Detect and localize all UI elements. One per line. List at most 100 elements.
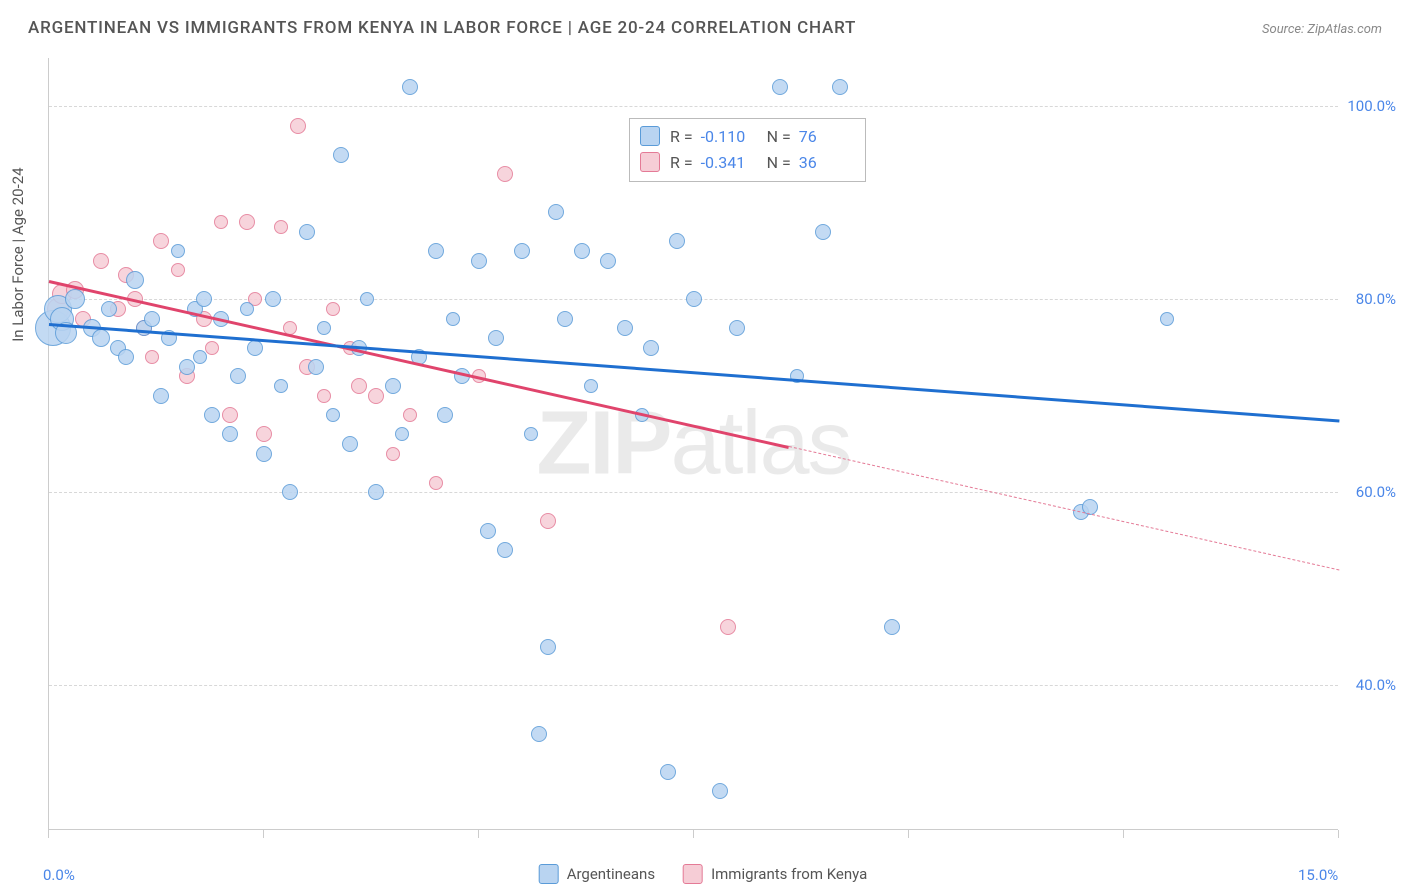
data-point-argentineans (884, 619, 900, 635)
data-point-kenya (290, 118, 306, 134)
x-tick-label: 0.0% (43, 866, 75, 884)
x-tick-mark (263, 830, 264, 838)
data-point-kenya (256, 426, 272, 442)
data-point-argentineans (729, 320, 745, 336)
data-point-argentineans (308, 359, 324, 375)
data-point-kenya (429, 476, 443, 490)
data-point-argentineans (660, 764, 676, 780)
data-point-kenya (239, 214, 255, 230)
data-point-argentineans (686, 291, 702, 307)
r-value-kenya: -0.341 (701, 153, 757, 172)
r-value-argentineans: -0.110 (701, 127, 757, 146)
data-point-kenya (214, 215, 228, 229)
x-tick-mark (1123, 830, 1124, 838)
data-point-kenya (497, 166, 513, 182)
stats-row-argentineans: R = -0.110 N = 76 (640, 123, 855, 149)
data-point-argentineans (144, 311, 160, 327)
data-point-kenya (145, 350, 159, 364)
data-point-argentineans (514, 243, 530, 259)
trend-line-kenya (49, 280, 789, 449)
y-axis-label: In Labor Force | Age 20-24 (9, 167, 27, 341)
data-point-argentineans (317, 321, 331, 335)
data-point-argentineans (385, 378, 401, 394)
data-point-argentineans (540, 639, 556, 655)
x-tick-label: 15.0% (1298, 866, 1338, 884)
data-point-kenya (222, 407, 238, 423)
swatch-argentineans-icon (539, 864, 559, 884)
data-point-kenya (274, 220, 288, 234)
data-point-argentineans (153, 388, 169, 404)
data-point-argentineans (488, 330, 504, 346)
data-point-kenya (171, 263, 185, 277)
data-point-argentineans (832, 79, 848, 95)
data-point-argentineans (772, 79, 788, 95)
swatch-kenya (640, 152, 660, 172)
data-point-kenya (153, 233, 169, 249)
data-point-argentineans (274, 379, 288, 393)
y-tick-label: 80.0% (1356, 290, 1396, 308)
data-point-kenya (403, 408, 417, 422)
x-tick-mark (693, 830, 694, 838)
data-point-argentineans (326, 408, 340, 422)
data-point-argentineans (471, 253, 487, 269)
data-point-argentineans (222, 426, 238, 442)
data-point-argentineans (815, 224, 831, 240)
legend-item-kenya: Immigrants from Kenya (683, 864, 867, 884)
data-point-argentineans (480, 523, 496, 539)
x-tick-mark (48, 830, 49, 838)
data-point-argentineans (446, 312, 460, 326)
y-tick-label: 40.0% (1356, 676, 1396, 694)
data-point-argentineans (299, 224, 315, 240)
x-tick-mark (908, 830, 909, 838)
data-point-argentineans (333, 147, 349, 163)
source-label: Source: ZipAtlas.com (1262, 22, 1382, 37)
legend-label-kenya: Immigrants from Kenya (711, 865, 867, 883)
trend-line-kenya (788, 446, 1339, 570)
data-point-argentineans (643, 340, 659, 356)
data-point-argentineans (65, 289, 85, 309)
data-point-argentineans (437, 407, 453, 423)
data-point-kenya (93, 253, 109, 269)
n-value-argentineans: 76 (799, 127, 855, 146)
data-point-kenya (317, 389, 331, 403)
data-point-argentineans (600, 253, 616, 269)
data-point-argentineans (282, 484, 298, 500)
data-point-argentineans (240, 302, 254, 316)
data-point-argentineans (395, 427, 409, 441)
data-point-argentineans (368, 484, 384, 500)
data-point-argentineans (1160, 312, 1174, 326)
stats-row-kenya: R = -0.341 N = 36 (640, 149, 855, 175)
data-point-kenya (368, 388, 384, 404)
data-point-argentineans (118, 349, 134, 365)
bottom-legend: Argentineans Immigrants from Kenya (539, 864, 868, 884)
data-point-argentineans (193, 350, 207, 364)
data-point-argentineans (179, 359, 195, 375)
data-point-argentineans (196, 291, 212, 307)
legend-item-argentineans: Argentineans (539, 864, 655, 884)
data-point-argentineans (669, 233, 685, 249)
chart-title: ARGENTINEAN VS IMMIGRANTS FROM KENYA IN … (28, 18, 856, 38)
data-point-argentineans (557, 311, 573, 327)
data-point-kenya (205, 341, 219, 355)
data-point-argentineans (265, 291, 281, 307)
gridline (49, 106, 1338, 107)
data-point-argentineans (428, 243, 444, 259)
data-point-kenya (720, 619, 736, 635)
data-point-argentineans (524, 427, 538, 441)
data-point-argentineans (531, 726, 547, 742)
data-point-argentineans (230, 368, 246, 384)
data-point-argentineans (574, 243, 590, 259)
legend-label-argentineans: Argentineans (567, 865, 655, 883)
data-point-argentineans (342, 436, 358, 452)
gridline (49, 685, 1338, 686)
x-tick-mark (1338, 830, 1339, 838)
watermark: ZIPatlas (536, 392, 850, 495)
data-point-argentineans (712, 783, 728, 799)
data-point-argentineans (101, 301, 117, 317)
data-point-argentineans (584, 379, 598, 393)
gridline (49, 492, 1338, 493)
x-tick-mark (478, 830, 479, 838)
swatch-argentineans (640, 126, 660, 146)
swatch-kenya-icon (683, 864, 703, 884)
data-point-argentineans (548, 204, 564, 220)
